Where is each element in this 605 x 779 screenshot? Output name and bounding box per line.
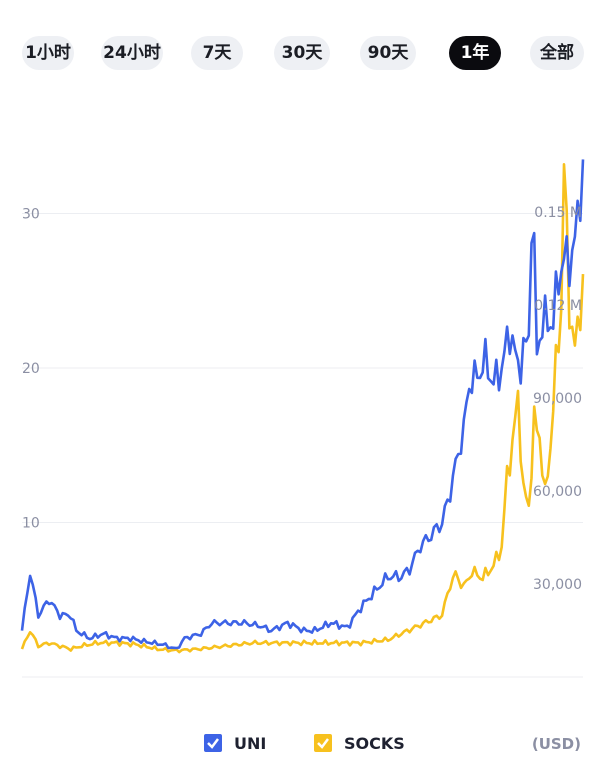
tab-30d[interactable]: 30天 bbox=[274, 36, 330, 70]
tab-all[interactable]: 全部 bbox=[530, 36, 584, 70]
legend-item-uni[interactable]: UNI bbox=[204, 730, 266, 756]
tab-1h[interactable]: 1小时 bbox=[22, 36, 74, 70]
left-axis-tick-10: 10 bbox=[22, 516, 40, 532]
chart-legend: UNI SOCKS bbox=[0, 730, 605, 756]
series-uni-line bbox=[20, 159, 585, 650]
right-axis-tick-3: 0.12 M bbox=[534, 298, 582, 314]
right-axis-tick-0: 30,000 bbox=[533, 577, 582, 593]
price-chart: 10 20 30 30,000 60,000 90,000 0.12 M 0.15 M bbox=[20, 159, 585, 678]
tab-7d[interactable]: 7天 bbox=[191, 36, 243, 70]
right-axis-tick-4: 0.15 M bbox=[534, 205, 582, 221]
time-range-tabs: 1小时 24小时 7天 30天 90天 1年 全部 bbox=[0, 36, 605, 70]
legend-label-uni: UNI bbox=[234, 733, 267, 753]
tab-24h[interactable]: 24小时 bbox=[101, 36, 163, 70]
tab-90d[interactable]: 90天 bbox=[360, 36, 416, 70]
right-axis-tick-2: 90,000 bbox=[533, 391, 582, 407]
right-axis-tick-1: 60,000 bbox=[533, 484, 582, 500]
uni-checkbox-icon bbox=[204, 734, 222, 752]
legend-item-socks[interactable]: SOCKS bbox=[314, 730, 405, 756]
left-axis-tick-30: 30 bbox=[22, 207, 40, 223]
left-axis-tick-20: 20 bbox=[22, 361, 40, 377]
currency-unit-label: (USD) bbox=[531, 735, 581, 753]
tab-1y[interactable]: 1年 bbox=[449, 36, 501, 70]
legend-label-socks: SOCKS bbox=[344, 733, 405, 753]
socks-checkbox-icon bbox=[314, 734, 332, 752]
series-socks-line bbox=[20, 163, 585, 654]
